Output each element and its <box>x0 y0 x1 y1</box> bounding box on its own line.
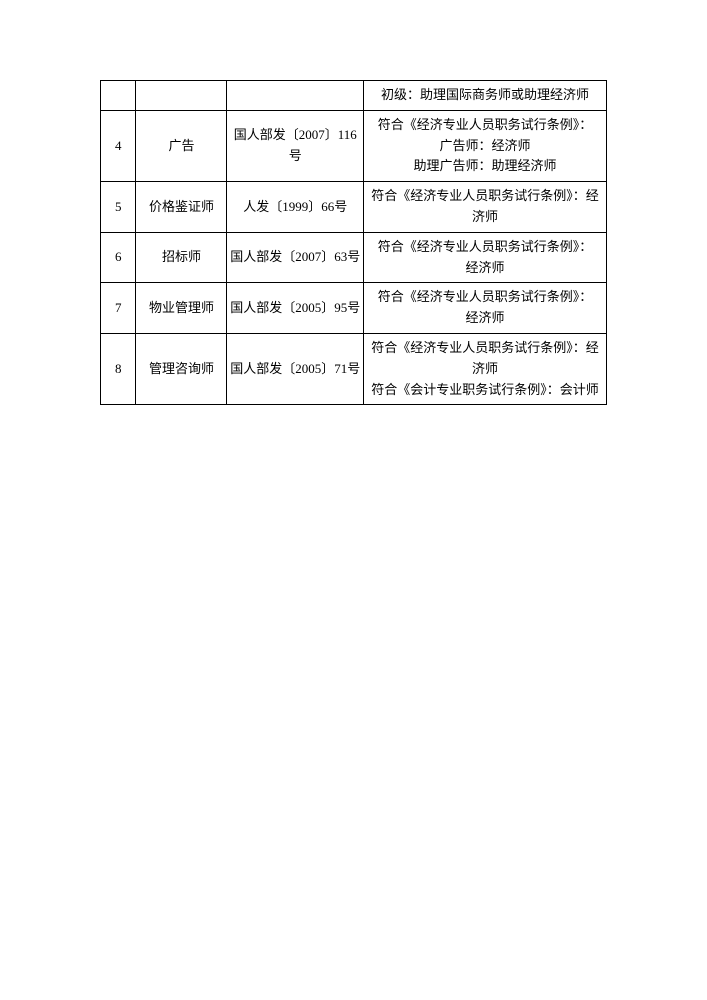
qualification-table: 初级：助理国际商务师或助理经济师 4 广告 国人部发〔2007〕116号 符合《… <box>100 80 607 405</box>
cell-docno: 国人部发〔2007〕63号 <box>227 232 364 283</box>
table-row: 4 广告 国人部发〔2007〕116号 符合《经济专业人员职务试行条例》：广告师… <box>101 110 607 181</box>
table-row: 8 管理咨询师 国人部发〔2005〕71号 符合《经济专业人员职务试行条例》：经… <box>101 333 607 404</box>
cell-desc: 符合《经济专业人员职务试行条例》：经济师 <box>364 182 607 233</box>
cell-name: 广告 <box>136 110 227 181</box>
cell-index: 8 <box>101 333 136 404</box>
cell-desc: 符合《经济专业人员职务试行条例》：经济师 <box>364 232 607 283</box>
cell-docno: 国人部发〔2005〕95号 <box>227 283 364 334</box>
cell-docno: 国人部发〔2007〕116号 <box>227 110 364 181</box>
cell-index: 5 <box>101 182 136 233</box>
table-row: 5 价格鉴证师 人发〔1999〕66号 符合《经济专业人员职务试行条例》：经济师 <box>101 182 607 233</box>
cell-desc: 符合《经济专业人员职务试行条例》：经济师符合《会计专业职务试行条例》：会计师 <box>364 333 607 404</box>
cell-index: 7 <box>101 283 136 334</box>
cell-name <box>136 81 227 111</box>
cell-index <box>101 81 136 111</box>
cell-name: 物业管理师 <box>136 283 227 334</box>
cell-desc: 符合《经济专业人员职务试行条例》：广告师：经济师助理广告师：助理经济师 <box>364 110 607 181</box>
cell-docno: 人发〔1999〕66号 <box>227 182 364 233</box>
cell-name: 招标师 <box>136 232 227 283</box>
cell-name: 管理咨询师 <box>136 333 227 404</box>
cell-index: 4 <box>101 110 136 181</box>
cell-name: 价格鉴证师 <box>136 182 227 233</box>
cell-docno: 国人部发〔2005〕71号 <box>227 333 364 404</box>
cell-desc: 初级：助理国际商务师或助理经济师 <box>364 81 607 111</box>
cell-docno <box>227 81 364 111</box>
cell-index: 6 <box>101 232 136 283</box>
cell-desc: 符合《经济专业人员职务试行条例》：经济师 <box>364 283 607 334</box>
table-row: 初级：助理国际商务师或助理经济师 <box>101 81 607 111</box>
table-row: 7 物业管理师 国人部发〔2005〕95号 符合《经济专业人员职务试行条例》：经… <box>101 283 607 334</box>
table-row: 6 招标师 国人部发〔2007〕63号 符合《经济专业人员职务试行条例》：经济师 <box>101 232 607 283</box>
table-body: 初级：助理国际商务师或助理经济师 4 广告 国人部发〔2007〕116号 符合《… <box>101 81 607 405</box>
